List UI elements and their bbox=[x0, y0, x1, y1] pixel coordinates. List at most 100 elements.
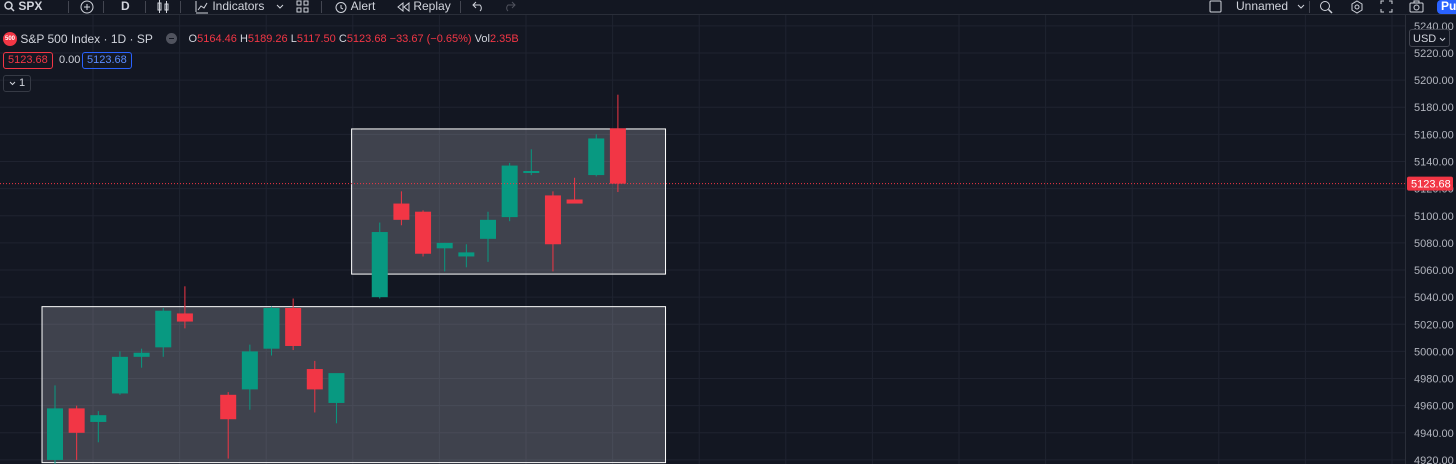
sp500-logo: 500 bbox=[3, 31, 17, 46]
undo-icon bbox=[472, 0, 485, 13]
toolbar-divider bbox=[68, 1, 69, 13]
toolbar-divider bbox=[1309, 1, 1310, 13]
top-toolbar: SPX D Indicators Alert Replay Unnamed bbox=[0, 0, 1456, 15]
templates-button[interactable] bbox=[296, 0, 309, 14]
volume-label: Vol bbox=[474, 32, 490, 45]
price-tick-label: 5220.00 bbox=[1414, 48, 1454, 60]
candle-body bbox=[263, 308, 280, 349]
gear-icon bbox=[1350, 0, 1364, 14]
alarm-icon bbox=[334, 0, 348, 13]
grid bbox=[0, 15, 1405, 464]
price-tick-label: 5200.00 bbox=[1414, 75, 1454, 87]
compare-button[interactable] bbox=[80, 0, 94, 14]
spread-value: 0.00 bbox=[59, 54, 81, 66]
candles bbox=[47, 94, 626, 464]
price-tick-label: 4940.00 bbox=[1414, 428, 1454, 440]
zoom-search-icon bbox=[1319, 0, 1333, 14]
plus-circle-icon bbox=[80, 0, 94, 14]
fullscreen-button[interactable] bbox=[1380, 0, 1393, 14]
price-tick-label: 5060.00 bbox=[1414, 265, 1454, 277]
candle-body bbox=[371, 232, 388, 298]
price-tick-label: 5100.00 bbox=[1414, 211, 1454, 223]
price-tick-label: 4980.00 bbox=[1414, 374, 1454, 386]
hide-legend-icon[interactable] bbox=[166, 33, 178, 45]
layout-menu[interactable]: Unnamed bbox=[1236, 0, 1305, 14]
candle-body bbox=[436, 242, 453, 249]
candle-body bbox=[501, 165, 518, 218]
price-axis[interactable]: 4920.00 4940.00 4960.00 4980.00 5000.00 5020.… bbox=[1414, 21, 1454, 464]
quick-search-button[interactable] bbox=[1319, 0, 1333, 14]
price-tick-label: 5180.00 bbox=[1414, 102, 1454, 114]
rewind-icon bbox=[397, 0, 410, 13]
layout-name: Unnamed bbox=[1236, 0, 1289, 13]
undo-button[interactable] bbox=[472, 0, 485, 14]
indicators-collapse-toggle[interactable]: 1 bbox=[3, 75, 31, 92]
price-tick-label: 4920.00 bbox=[1414, 455, 1454, 464]
interval-button[interactable]: D bbox=[121, 0, 130, 13]
range-zone bbox=[41, 306, 667, 464]
buy-price-pill[interactable]: 5123.68 bbox=[82, 52, 132, 69]
candle-body bbox=[609, 128, 626, 184]
redo-icon bbox=[503, 0, 516, 13]
indicators-icon bbox=[195, 0, 209, 14]
candle-body bbox=[90, 415, 107, 422]
layout-checkbox[interactable] bbox=[1209, 0, 1222, 14]
volume-value: 2.35B bbox=[489, 32, 519, 45]
high-label: H bbox=[239, 32, 248, 45]
change-value: −33.67 (−0.65%) bbox=[389, 32, 472, 45]
low-value: 5117.50 bbox=[296, 32, 336, 45]
chevron-down-icon bbox=[1439, 30, 1446, 48]
currency-label: USD bbox=[1413, 33, 1437, 45]
replay-button[interactable]: Replay bbox=[397, 0, 451, 14]
symbol-search[interactable]: SPX bbox=[4, 0, 42, 14]
candle-body bbox=[220, 394, 237, 420]
publish-button[interactable]: Pu bbox=[1437, 0, 1456, 14]
candle-body bbox=[155, 310, 172, 348]
sell-price-pill[interactable]: 5123.68 bbox=[3, 52, 53, 69]
currency-select[interactable]: USD bbox=[1409, 29, 1450, 47]
snapshot-button[interactable] bbox=[1409, 0, 1424, 14]
symbol-label: SPX bbox=[18, 0, 43, 13]
candle-body bbox=[458, 252, 475, 257]
checkbox-icon bbox=[1209, 0, 1222, 13]
fullscreen-icon bbox=[1380, 0, 1393, 13]
open-value: 5164.46 bbox=[197, 32, 237, 45]
toolbar-divider bbox=[460, 1, 461, 13]
price-tick-label: 5140.00 bbox=[1414, 157, 1454, 169]
symbol-legend: 500 S&P 500 Index · 1D · SP O5164.46 H51… bbox=[3, 30, 519, 47]
alert-label: Alert bbox=[350, 0, 376, 14]
toolbar-divider bbox=[180, 1, 181, 13]
collapse-count: 1 bbox=[18, 77, 26, 89]
close-value: 5123.68 bbox=[346, 32, 387, 45]
zones bbox=[41, 128, 667, 464]
price-tick-label: 4960.00 bbox=[1414, 401, 1454, 413]
symbol-title[interactable]: S&P 500 Index · 1D · SP bbox=[20, 31, 153, 46]
chevron-down-icon bbox=[9, 77, 16, 89]
indicators-button[interactable]: Indicators bbox=[195, 0, 284, 14]
candle-body bbox=[393, 203, 410, 220]
alert-button[interactable]: Alert bbox=[334, 0, 375, 14]
candle-body bbox=[133, 352, 150, 357]
chevron-down-icon bbox=[276, 0, 284, 13]
candle-body bbox=[523, 170, 540, 173]
price-tick-label: 5080.00 bbox=[1414, 238, 1454, 250]
high-value: 5189.26 bbox=[247, 32, 288, 45]
low-label: L bbox=[290, 32, 297, 45]
chart-type-button[interactable] bbox=[156, 0, 170, 14]
redo-button[interactable] bbox=[503, 0, 516, 14]
indicators-label: Indicators bbox=[212, 0, 265, 14]
last-price-tag bbox=[1407, 176, 1453, 191]
candle-body bbox=[47, 408, 63, 460]
price-tick-label: 5000.00 bbox=[1414, 346, 1454, 358]
camera-icon bbox=[1409, 0, 1424, 13]
candle-body bbox=[328, 373, 345, 403]
candle-body bbox=[68, 408, 85, 433]
settings-button[interactable] bbox=[1350, 0, 1364, 14]
toolbar-divider bbox=[103, 1, 104, 13]
toolbar-divider bbox=[145, 1, 146, 13]
search-icon bbox=[4, 0, 15, 13]
last-price-label: 5123.68 bbox=[1411, 179, 1451, 191]
replay-label: Replay bbox=[413, 0, 451, 13]
candle-body bbox=[306, 369, 323, 390]
